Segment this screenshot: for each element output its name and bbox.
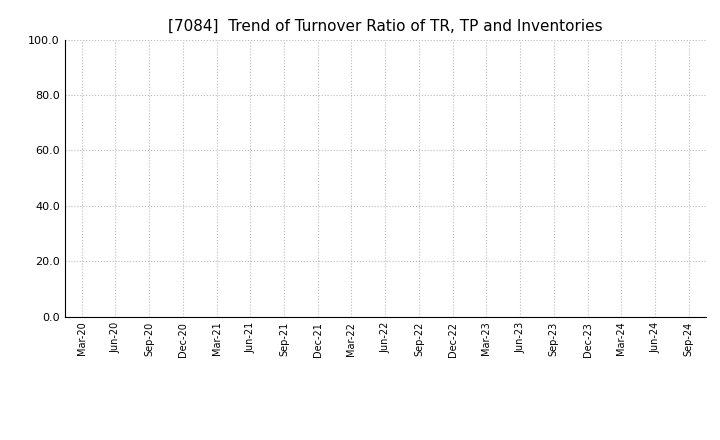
Title: [7084]  Trend of Turnover Ratio of TR, TP and Inventories: [7084] Trend of Turnover Ratio of TR, TP… (168, 19, 603, 34)
